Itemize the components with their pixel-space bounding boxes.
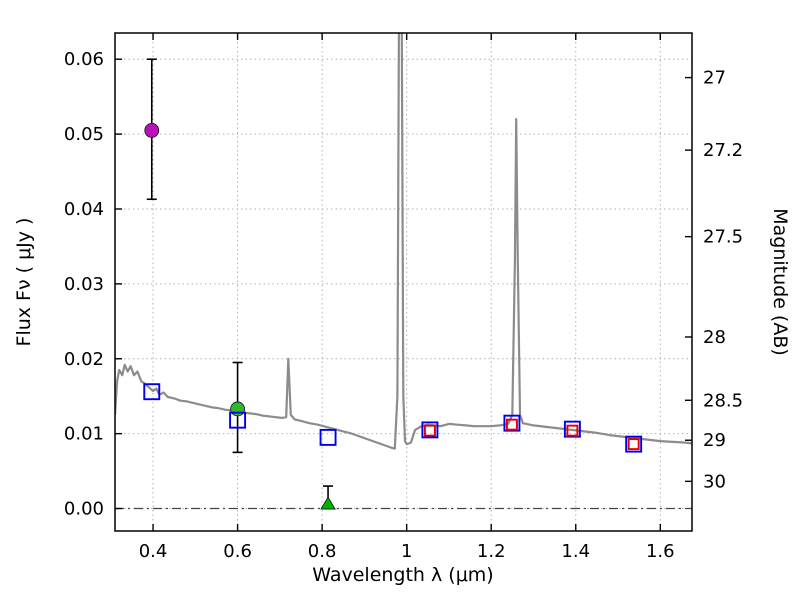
x-tick-label: 0.6 xyxy=(223,541,252,562)
model-photometry-squares xyxy=(503,414,521,432)
model-photometry-squares xyxy=(625,435,643,453)
y-tick-label-left: 0.02 xyxy=(64,349,104,370)
y-tick-label-right: 27.5 xyxy=(703,227,743,248)
plot-data xyxy=(115,33,692,510)
y-tick-label-right: 28 xyxy=(703,327,726,348)
model-photometry-squares xyxy=(319,428,337,446)
y-axis-label-right: Magnitude (AB) xyxy=(769,208,791,356)
observed-photometry-squares xyxy=(566,424,579,437)
detection-magenta xyxy=(144,122,160,138)
spectrum-group xyxy=(115,33,692,450)
observed-photometry-squares xyxy=(627,438,640,451)
y-tick-label-left: 0.01 xyxy=(64,424,104,445)
model-photometry-squares xyxy=(421,421,439,439)
x-tick-label: 1.4 xyxy=(561,541,590,562)
y-axis-label-left: Flux Fν ( μJy ) xyxy=(13,218,35,347)
y-tick-label-left: 0.04 xyxy=(64,199,104,220)
y-tick-label-right: 30 xyxy=(703,471,726,492)
x-axis-label: Wavelength λ (μm) xyxy=(312,564,493,586)
y-tick-label-right: 27.2 xyxy=(703,140,743,161)
observed-photometry-squares xyxy=(505,418,518,431)
y-tick-label-left: 0.05 xyxy=(64,124,104,145)
y-tick-label-right: 29 xyxy=(703,430,726,451)
y-tick-label-left: 0.03 xyxy=(64,274,104,295)
y-tick-label-left: 0.06 xyxy=(64,49,104,70)
y-tick-label-left: 0.00 xyxy=(64,499,104,520)
x-tick-label: 0.8 xyxy=(308,541,337,562)
model-photometry-squares xyxy=(143,383,161,401)
axes: 0.4 0.6 0.8 1 1.2 1.4 1.6 0.00 0.01 0.02 0.03 0.04 0… xyxy=(64,32,743,562)
x-tick-label: 1 xyxy=(401,541,412,562)
y-tick-label-right: 28.5 xyxy=(703,390,743,411)
detection-green xyxy=(230,401,245,417)
y-tick-label-right: 27 xyxy=(703,68,726,89)
model-spectrum xyxy=(115,33,692,450)
x-tick-label: 1.2 xyxy=(477,541,506,562)
plot-frame xyxy=(114,32,693,532)
model-photometry-squares xyxy=(229,411,247,429)
model-photometry-squares xyxy=(563,420,581,438)
x-tick-label: 0.4 xyxy=(139,541,168,562)
upper-limit-green xyxy=(320,496,336,510)
x-tick-label: 1.6 xyxy=(646,541,675,562)
observed-photometry-squares xyxy=(423,424,436,437)
